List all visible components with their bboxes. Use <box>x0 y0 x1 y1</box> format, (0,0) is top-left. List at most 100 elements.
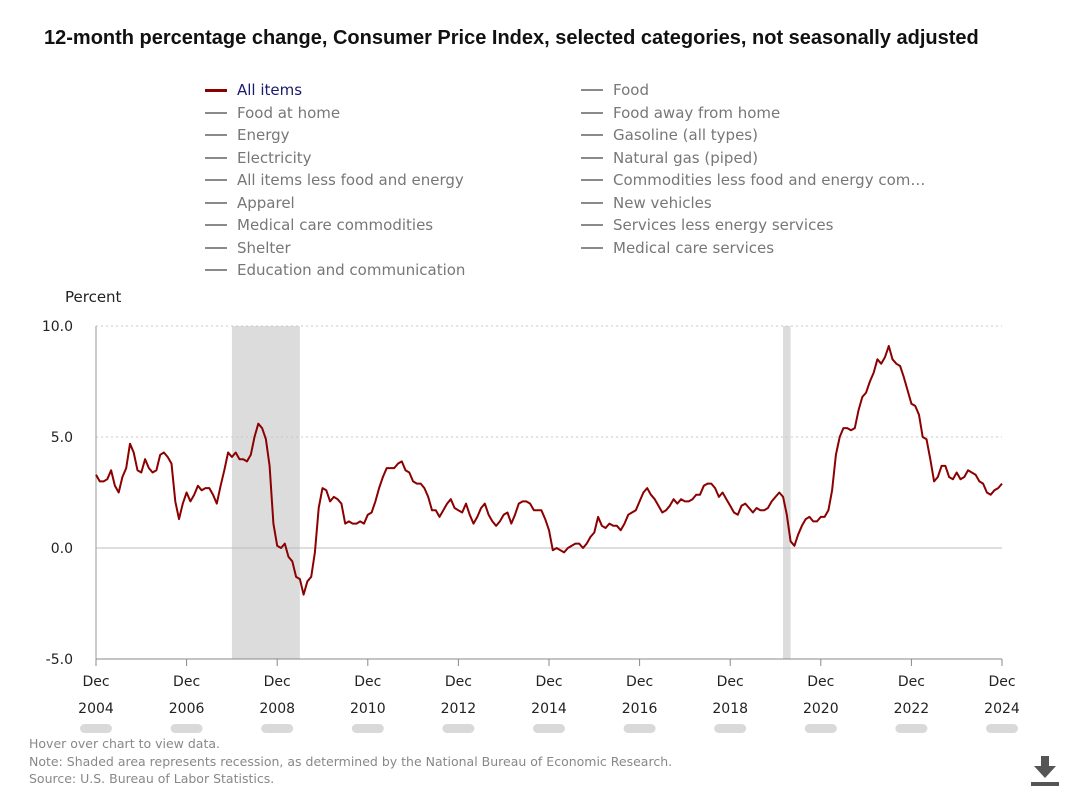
x-scroll-marker[interactable] <box>804 724 837 733</box>
legend-swatch <box>205 134 227 136</box>
x-tick-month: Dec <box>264 674 291 690</box>
x-tick-month: Dec <box>898 674 925 690</box>
recession-note: Note: Shaded area represents recession, … <box>29 753 673 769</box>
legend-label: Energy <box>237 126 290 144</box>
legend-swatch <box>581 156 603 159</box>
x-tick-month: Dec <box>173 674 200 690</box>
legend-label: Apparel <box>237 193 295 212</box>
y-tick-label: 5.0 <box>51 430 73 446</box>
legend-swatch <box>581 179 603 181</box>
legend-swatch <box>581 246 603 249</box>
x-tick-year: 2018 <box>712 701 748 717</box>
legend-label: Commodities less food and energy com… <box>613 171 926 189</box>
x-scroll-marker[interactable] <box>80 724 112 733</box>
recession-band <box>783 326 791 659</box>
x-scroll-marker[interactable] <box>442 724 475 733</box>
x-tick-month: Dec <box>82 674 109 690</box>
x-scroll-marker[interactable] <box>714 724 747 733</box>
line-chart[interactable]: 10.0 5.0 0.0 -5.0 Dec 2004 Dec 2006 Dec 2008 Dec 20… <box>0 300 1077 740</box>
legend-label: New vehicles <box>613 193 712 212</box>
x-tick-year: 2024 <box>984 701 1020 717</box>
legend-label: Food at home <box>237 103 341 122</box>
legend-item[interactable]: Medical care services <box>581 238 774 258</box>
legend-item[interactable]: Electricity <box>205 148 312 168</box>
legend-item[interactable]: Medical care commodities <box>205 215 433 235</box>
legend-label: Services less energy services <box>613 216 834 234</box>
legend-swatch <box>205 111 227 114</box>
x-tick-month: Dec <box>354 674 381 690</box>
legend-item[interactable]: Food at home <box>205 103 340 123</box>
x-tick-month: Dec <box>807 674 834 690</box>
legend-label: Electricity <box>237 148 312 167</box>
y-tick-label: -5.0 <box>46 652 73 668</box>
legend-item[interactable]: Energy <box>205 125 290 145</box>
x-tick-year: 2010 <box>350 701 386 717</box>
x-tick-month: Dec <box>717 674 744 690</box>
legend-swatch <box>205 179 227 181</box>
legend-label: Medical care services <box>613 238 775 257</box>
x-tick-month: Dec <box>626 674 653 690</box>
legend-label: Food <box>613 81 649 99</box>
legend-swatch <box>205 269 227 271</box>
download-icon[interactable] <box>1030 756 1060 788</box>
recession-band <box>231 326 300 659</box>
x-tick-year: 2022 <box>894 701 930 717</box>
legend-swatch <box>581 201 603 204</box>
legend-label: All items less food and energy <box>237 171 464 189</box>
x-scroll-marker[interactable] <box>170 724 203 733</box>
legend-label: Gasoline (all types) <box>613 126 758 144</box>
x-tick-year: 2014 <box>531 701 567 717</box>
x-tick-year: 2012 <box>441 701 477 717</box>
x-tick-year: 2006 <box>169 701 205 717</box>
legend-item[interactable]: New vehicles <box>581 193 712 213</box>
y-tick-label: 0.0 <box>51 541 73 557</box>
legend-item[interactable]: Apparel <box>205 193 295 213</box>
hover-hint: Hover over chart to view data. <box>29 736 220 751</box>
x-scroll-marker[interactable] <box>533 724 565 733</box>
series-line-all-items[interactable] <box>95 345 1003 596</box>
legend-item[interactable]: Education and communication <box>205 260 465 280</box>
x-tick-year: 2008 <box>259 701 295 717</box>
x-scroll-marker[interactable] <box>895 724 928 733</box>
legend-item[interactable]: Natural gas (piped) <box>581 148 758 168</box>
legend-label: Food away from home <box>613 103 781 122</box>
x-tick-month: Dec <box>535 674 562 690</box>
legend-swatch <box>581 111 603 114</box>
y-axis-unit-label: Percent <box>65 288 122 306</box>
x-tick-month: Dec <box>988 674 1015 690</box>
legend-swatch <box>581 134 603 136</box>
y-tick-label: 10.0 <box>42 319 73 335</box>
legend-item[interactable]: Food <box>581 80 649 100</box>
legend-swatch <box>205 88 227 92</box>
legend-swatch <box>205 224 227 226</box>
chart-notes: Hover over chart to view data. Note: Sha… <box>29 735 672 788</box>
legend-swatch <box>581 224 603 226</box>
x-tick-year: 2020 <box>803 701 839 717</box>
x-tick-year: 2004 <box>78 701 114 717</box>
legend-item[interactable]: All items less food and energy <box>205 170 464 190</box>
chart-title: 12-month percentage change, Consumer Pri… <box>44 27 979 49</box>
legend-item[interactable]: All items <box>205 80 302 100</box>
legend-label: All items <box>237 81 303 99</box>
legend-swatch <box>205 156 227 159</box>
legend-swatch <box>205 201 227 204</box>
legend-item[interactable]: Services less energy services <box>581 215 833 235</box>
x-scroll-marker[interactable] <box>351 724 384 733</box>
x-tick-month: Dec <box>445 674 472 690</box>
legend-item[interactable]: Commodities less food and energy com… <box>581 170 925 190</box>
x-scroll-marker[interactable] <box>986 724 1018 733</box>
legend-swatch <box>205 246 227 249</box>
legend-item[interactable]: Food away from home <box>581 103 780 123</box>
legend-item[interactable]: Gasoline (all types) <box>581 125 758 145</box>
download-arrow-glyph <box>1031 756 1059 786</box>
legend-label: Education and communication <box>237 261 466 279</box>
x-scroll-marker[interactable] <box>623 724 656 733</box>
legend-label: Natural gas (piped) <box>613 148 759 167</box>
legend-swatch <box>581 89 603 91</box>
legend-item[interactable]: Shelter <box>205 238 291 258</box>
x-tick-year: 2016 <box>622 701 658 717</box>
legend-label: Shelter <box>237 238 291 257</box>
legend-label: Medical care commodities <box>237 216 434 234</box>
x-scroll-marker[interactable] <box>261 724 294 733</box>
source-note: Source: U.S. Bureau of Labor Statistics. <box>29 771 275 786</box>
